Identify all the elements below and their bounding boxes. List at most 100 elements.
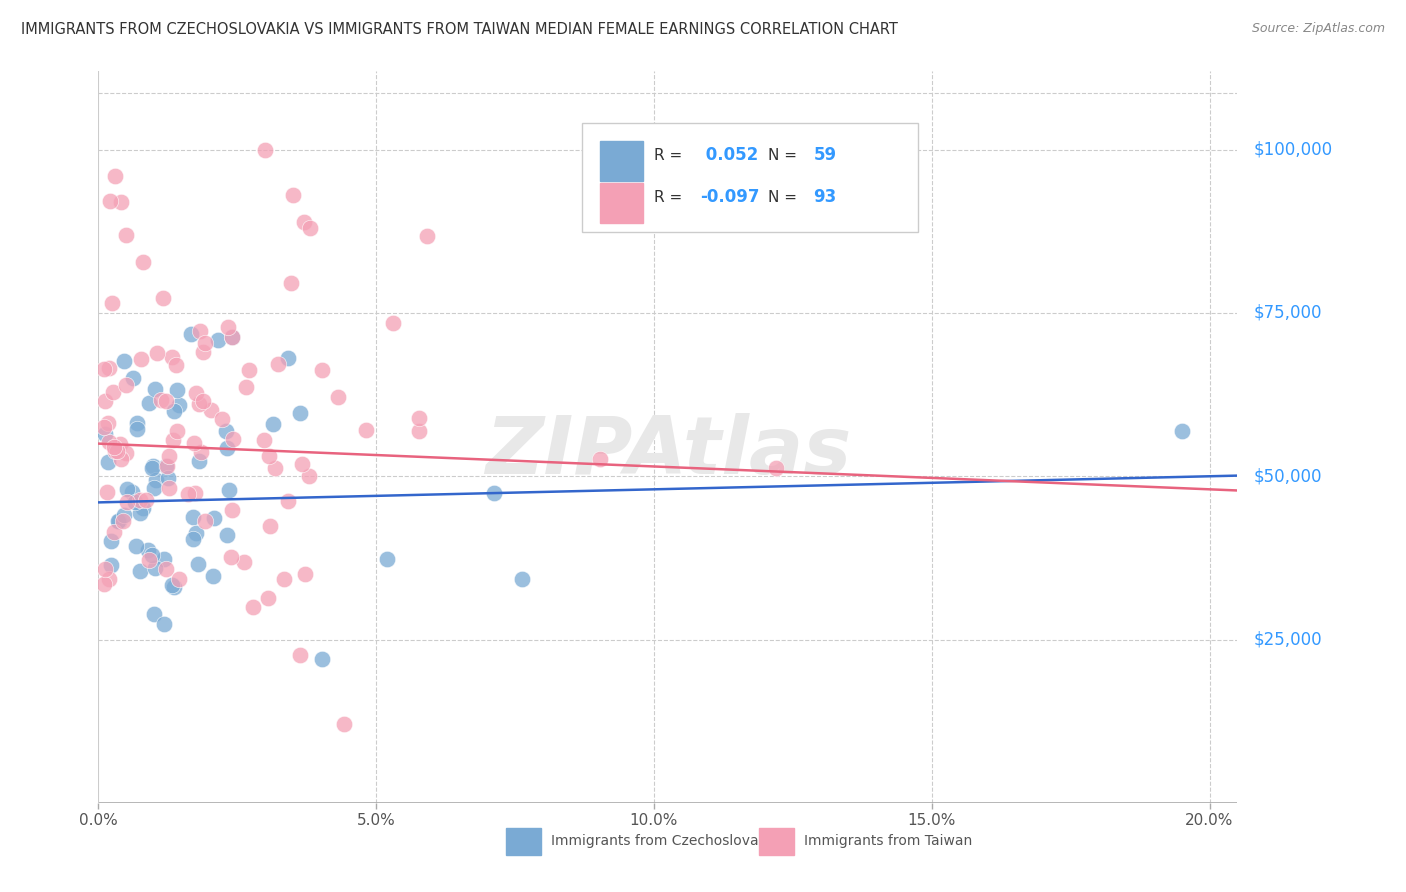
Point [238, 363, 260, 377]
Point [166, 383, 188, 397]
Point [191, 393, 214, 408]
Point [129, 564, 152, 578]
Point [281, 188, 304, 202]
Point [97, 435, 120, 450]
Text: Source: ZipAtlas.com: Source: ZipAtlas.com [1251, 22, 1385, 36]
Point [294, 567, 316, 582]
Point [188, 397, 211, 411]
Point [167, 398, 190, 412]
Point [156, 459, 179, 474]
Point [100, 558, 122, 573]
Point [142, 458, 165, 473]
Point [163, 580, 186, 594]
Point [186, 385, 208, 400]
Point [214, 424, 236, 438]
Point [128, 493, 150, 508]
Point [129, 506, 152, 520]
Point [191, 344, 214, 359]
Point [112, 354, 135, 368]
Point [218, 483, 240, 497]
Text: -0.097: -0.097 [700, 188, 759, 206]
Point [93, 427, 115, 442]
Point [104, 443, 127, 458]
Text: IMMIGRANTS FROM CZECHOSLOVAKIA VS IMMIGRANTS FROM TAIWAN MEDIAN FEMALE EARNINGS : IMMIGRANTS FROM CZECHOSLOVAKIA VS IMMIGR… [21, 22, 898, 37]
Point [136, 543, 159, 558]
Point [143, 481, 166, 495]
Point [253, 434, 276, 448]
Point [1170, 424, 1192, 438]
Point [141, 461, 163, 475]
Point [166, 424, 188, 438]
Point [222, 432, 245, 446]
Text: $75,000: $75,000 [1254, 304, 1323, 322]
Point [103, 525, 125, 540]
Point [157, 449, 180, 463]
Point [510, 572, 533, 586]
Point [145, 473, 167, 487]
Point [181, 532, 204, 546]
Point [153, 552, 176, 566]
Point [100, 194, 122, 208]
Point [259, 519, 281, 533]
Point [145, 346, 167, 360]
Point [152, 292, 174, 306]
Point [416, 228, 439, 243]
Point [328, 390, 350, 404]
Point [482, 485, 505, 500]
Point [194, 514, 217, 528]
Point [117, 482, 139, 496]
Text: R =: R = [654, 148, 688, 163]
Point [280, 277, 302, 291]
Point [291, 457, 314, 471]
Point [177, 487, 200, 501]
Point [135, 493, 157, 508]
Text: N =: N = [768, 148, 801, 163]
Point [115, 495, 138, 509]
Point [110, 452, 132, 467]
Text: $50,000: $50,000 [1254, 467, 1323, 485]
Point [257, 450, 280, 464]
Point [277, 493, 299, 508]
Bar [599, 141, 643, 181]
Point [215, 528, 238, 542]
Point [115, 378, 138, 392]
FancyBboxPatch shape [582, 122, 918, 232]
Point [333, 717, 356, 731]
Text: $25,000: $25,000 [1254, 631, 1323, 648]
Point [257, 591, 280, 605]
Point [100, 533, 122, 548]
Point [183, 436, 205, 450]
Point [131, 351, 153, 366]
Point [105, 444, 128, 458]
Point [273, 572, 295, 586]
Point [160, 350, 183, 364]
Point [110, 194, 132, 209]
Point [298, 469, 321, 483]
Point [101, 384, 124, 399]
Point [125, 422, 148, 436]
Point [107, 514, 129, 528]
Point [219, 550, 242, 565]
Point [202, 511, 225, 525]
Point [194, 336, 217, 351]
Point [165, 358, 187, 372]
Point [160, 577, 183, 591]
Bar [599, 183, 643, 223]
Point [263, 417, 285, 431]
Point [354, 423, 377, 437]
Point [221, 503, 243, 517]
Point [242, 600, 264, 615]
Point [115, 227, 138, 242]
Point [292, 214, 315, 228]
Text: ZIPAtlas: ZIPAtlas [485, 413, 851, 491]
Point [112, 508, 135, 522]
Point [311, 363, 333, 377]
Text: 59: 59 [814, 146, 837, 164]
Point [138, 553, 160, 567]
Point [221, 330, 243, 344]
Point [311, 652, 333, 666]
Point [98, 572, 121, 586]
Point [157, 481, 180, 495]
Point [264, 461, 287, 475]
Point [201, 569, 224, 583]
